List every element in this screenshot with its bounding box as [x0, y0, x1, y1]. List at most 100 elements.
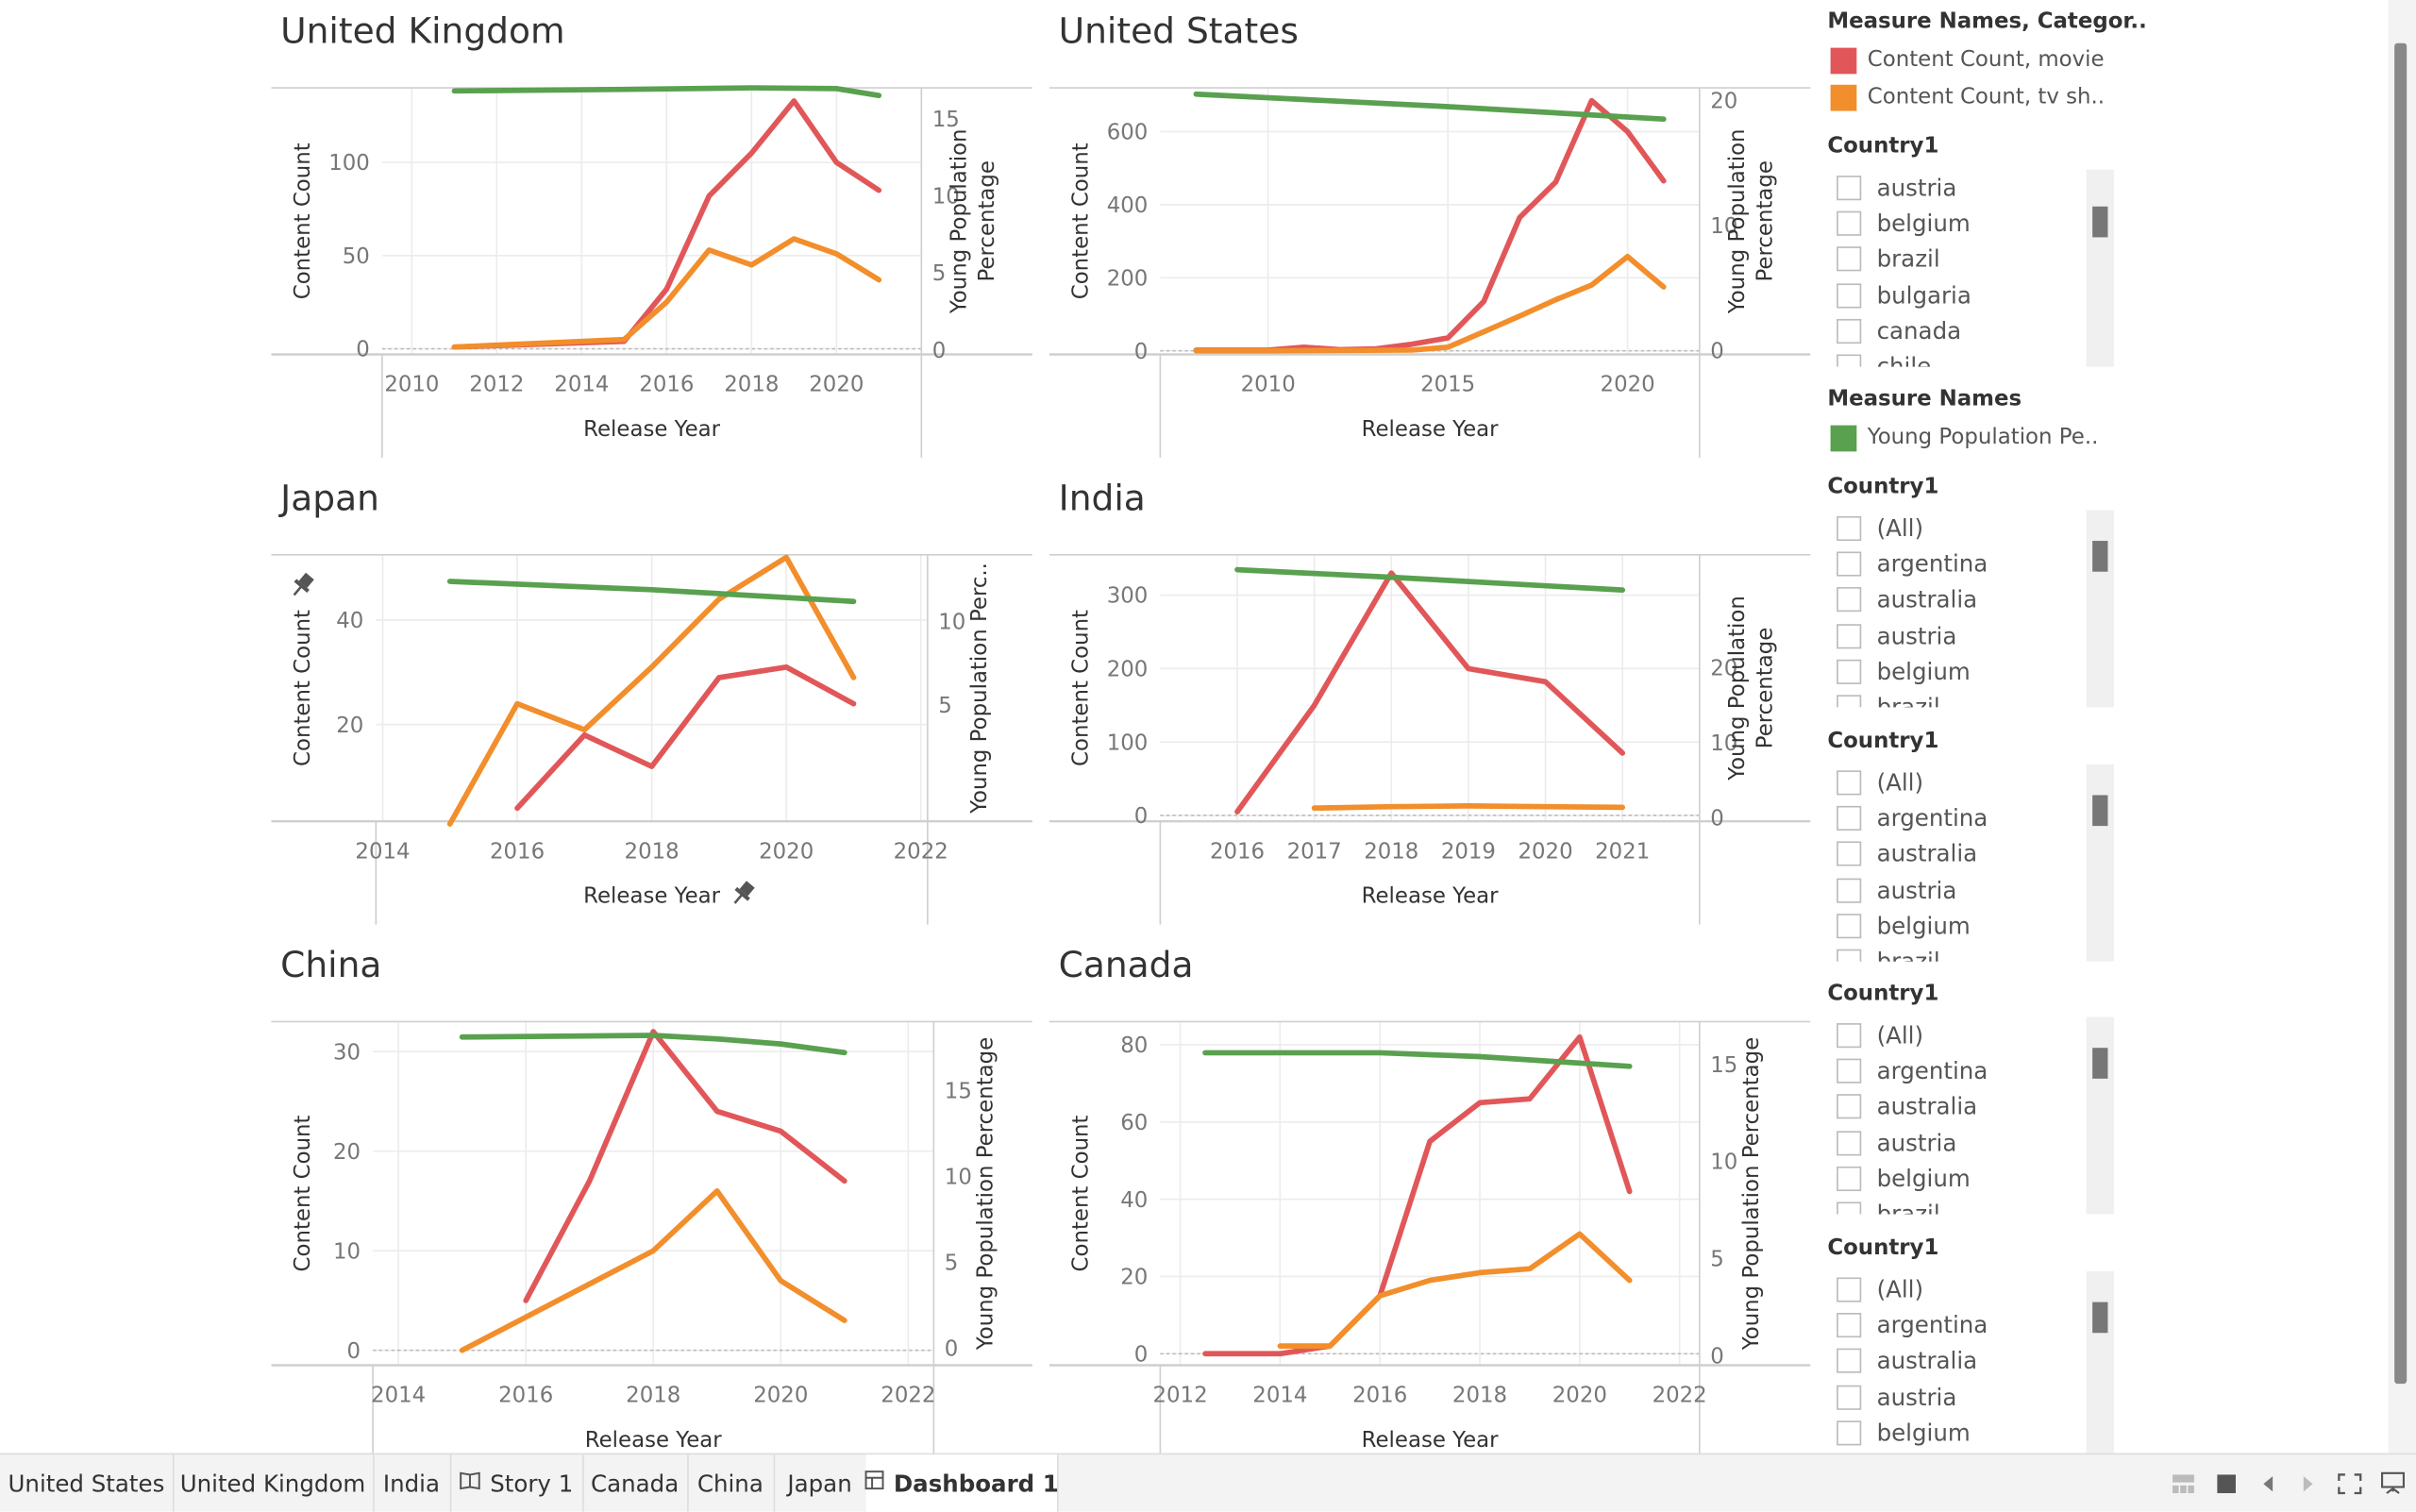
- checkbox[interactable]: [1837, 913, 1862, 939]
- series-line-young-population[interactable]: [446, 579, 857, 605]
- filter-option[interactable]: australia: [1837, 1343, 2083, 1379]
- filter-option[interactable]: argentina: [1837, 546, 2083, 581]
- series-line-tv[interactable]: [451, 236, 882, 350]
- chart-plot[interactable]: 20 40 5 10 2014 2016 2018 2020 2022 Release Year C…: [271, 467, 1032, 930]
- filter-option[interactable]: canada: [1837, 313, 2083, 349]
- series-line-young-population[interactable]: [1202, 1050, 1633, 1069]
- tab-united-states[interactable]: United States: [0, 1454, 175, 1512]
- filter-option[interactable]: belgium: [1837, 908, 2083, 944]
- checkbox[interactable]: [1837, 1276, 1862, 1302]
- filter-scrollbar[interactable]: [2086, 169, 2114, 367]
- chart-united-kingdom[interactable]: United Kingdom 0 50 100 0 5 10 15 2010 2012 2014 2…: [271, 0, 1032, 462]
- filter-scroll-thumb[interactable]: [2092, 1302, 2108, 1334]
- checkbox[interactable]: [1837, 551, 1862, 577]
- tab-india[interactable]: India: [373, 1454, 452, 1512]
- checkbox[interactable]: [1837, 805, 1862, 831]
- filter-option[interactable]: australia: [1837, 1089, 2083, 1125]
- series-line-movie[interactable]: [523, 1029, 847, 1303]
- chart-japan[interactable]: Japan 20 40 5 10 2014 2016 2018 2020 2022 Release…: [271, 467, 1032, 930]
- checkbox[interactable]: [1837, 1384, 1862, 1410]
- filter-option[interactable]: (All): [1837, 1271, 2083, 1307]
- series-line-young-population[interactable]: [459, 1033, 847, 1056]
- filter-scrollbar[interactable]: [2086, 1016, 2114, 1215]
- filter-option[interactable]: argentina: [1837, 1307, 2083, 1343]
- chart-india[interactable]: India 0 100 200 300 0 10 20 2016 2017 2018 2019 202…: [1049, 467, 1811, 930]
- presentation-mode-icon[interactable]: [2373, 1454, 2412, 1511]
- checkbox[interactable]: [1837, 1201, 1862, 1215]
- chart-plot[interactable]: 0 10 20 30 0 5 10 15 2014 2016 2018 2020 2022 Release…: [271, 933, 1032, 1453]
- series-line-young-population[interactable]: [451, 85, 882, 99]
- checkbox[interactable]: [1837, 659, 1862, 684]
- series-line-young-population[interactable]: [1234, 566, 1626, 593]
- filter-option[interactable]: (All): [1837, 1017, 2083, 1053]
- filter-option[interactable]: brazil: [1837, 242, 2083, 277]
- filter-option[interactable]: brazil: [1837, 1197, 2083, 1215]
- filter-option[interactable]: australia: [1837, 836, 2083, 872]
- pin-icon[interactable]: [288, 571, 317, 601]
- country-filter-5[interactable]: (All) argentina australia austria belgium: [1819, 1270, 2114, 1453]
- checkbox[interactable]: [1837, 175, 1862, 200]
- checkbox[interactable]: [1837, 695, 1862, 708]
- checkbox[interactable]: [1837, 210, 1862, 236]
- checkbox[interactable]: [1837, 1022, 1862, 1048]
- chart-plot[interactable]: 0 200 400 600 0 10 20 2010 2015 2020 Release Year C…: [1049, 0, 1811, 462]
- country-filter-4[interactable]: (All) argentina australia austria belgium bra…: [1819, 1016, 2114, 1215]
- show-filmstrip-icon[interactable]: [2163, 1454, 2203, 1511]
- filter-option[interactable]: austria: [1837, 1125, 2083, 1161]
- previous-sheet-icon[interactable]: [2250, 1454, 2287, 1511]
- fullscreen-icon[interactable]: [2330, 1454, 2370, 1511]
- filter-option[interactable]: belgium: [1837, 654, 2083, 690]
- chart-plot[interactable]: 0 50 100 0 5 10 15 2010 2012 2014 2016 2018 2020 Rele…: [271, 0, 1032, 462]
- tab-story-1[interactable]: Story 1: [450, 1454, 584, 1512]
- checkbox[interactable]: [1837, 623, 1862, 648]
- checkbox[interactable]: [1837, 841, 1862, 866]
- filter-option[interactable]: brazil: [1837, 690, 2083, 708]
- series-line-movie[interactable]: [1202, 1033, 1633, 1357]
- tab-canada[interactable]: Canada: [582, 1454, 689, 1512]
- filter-option[interactable]: belgium: [1837, 206, 2083, 242]
- checkbox[interactable]: [1837, 1420, 1862, 1446]
- checkbox[interactable]: [1837, 1312, 1862, 1338]
- filter-scroll-thumb[interactable]: [2092, 541, 2108, 572]
- next-sheet-icon[interactable]: [2290, 1454, 2326, 1511]
- main-scrollbar[interactable]: [2388, 0, 2416, 1456]
- filter-option[interactable]: austria: [1837, 1379, 2083, 1415]
- filter-scroll-thumb[interactable]: [2092, 795, 2108, 827]
- filter-option[interactable]: australia: [1837, 581, 2083, 617]
- checkbox[interactable]: [1837, 354, 1862, 367]
- tab-china[interactable]: China: [687, 1454, 776, 1512]
- checkbox[interactable]: [1837, 877, 1862, 902]
- filter-scrollbar[interactable]: [2086, 1270, 2114, 1453]
- checkbox[interactable]: [1837, 1166, 1862, 1191]
- filter-scrollbar[interactable]: [2086, 510, 2114, 708]
- checkbox[interactable]: [1837, 769, 1862, 795]
- filter-scroll-thumb[interactable]: [2092, 206, 2108, 238]
- chart-plot[interactable]: 0 20 40 60 80 0 5 10 15 2012 2014 2016 2018 2020 2022 R…: [1049, 933, 1811, 1453]
- filter-option[interactable]: bulgaria: [1837, 277, 2083, 313]
- pin-icon[interactable]: [729, 879, 758, 909]
- show-tabs-icon[interactable]: [2206, 1454, 2246, 1511]
- filter-option[interactable]: argentina: [1837, 1053, 2083, 1089]
- checkbox[interactable]: [1837, 1094, 1862, 1119]
- filter-option[interactable]: belgium: [1837, 1161, 2083, 1197]
- checkbox[interactable]: [1837, 282, 1862, 308]
- filter-option[interactable]: (All): [1837, 510, 2083, 546]
- series-line-movie[interactable]: [1193, 97, 1667, 353]
- filter-scrollbar[interactable]: [2086, 764, 2114, 962]
- checkbox[interactable]: [1837, 587, 1862, 613]
- series-line-young-population[interactable]: [1193, 91, 1667, 123]
- chart-china[interactable]: China 0 10 20 30 0 5 10 15 2014 2016 2018 2020 2022 R…: [271, 933, 1032, 1453]
- legend-item-young-population[interactable]: Young Population Pe..: [1830, 422, 2098, 453]
- series-line-movie[interactable]: [1234, 570, 1626, 815]
- legend-item-movie[interactable]: Content Count, movie: [1830, 44, 2105, 76]
- main-scroll-thumb[interactable]: [2394, 42, 2408, 1385]
- country-filter-1[interactable]: austria belgium brazil bulgaria canada chile: [1819, 169, 2114, 367]
- legend-item-tv[interactable]: Content Count, tv sh..: [1830, 82, 2105, 113]
- tab-japan[interactable]: Japan: [774, 1454, 868, 1512]
- filter-option[interactable]: chile: [1837, 349, 2083, 367]
- filter-option[interactable]: austria: [1837, 872, 2083, 908]
- filter-option[interactable]: austria: [1837, 170, 2083, 206]
- filter-scroll-thumb[interactable]: [2092, 1048, 2108, 1079]
- tab-united-kingdom[interactable]: United Kingdom: [173, 1454, 375, 1512]
- series-line-tv[interactable]: [446, 554, 857, 827]
